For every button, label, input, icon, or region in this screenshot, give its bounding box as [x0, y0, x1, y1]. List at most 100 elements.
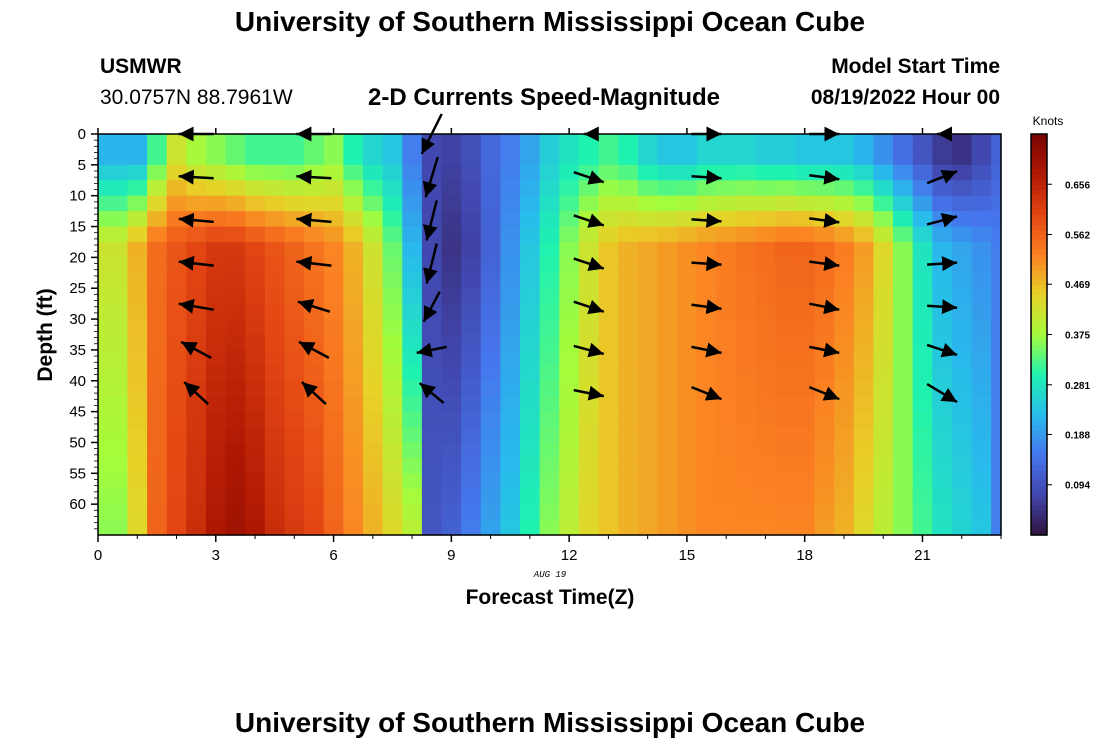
heatmap-cell: [186, 519, 207, 536]
heatmap-cell: [500, 457, 521, 474]
heatmap-cell: [559, 473, 580, 490]
heatmap-cell: [343, 396, 364, 413]
current-vector-arrow: [927, 299, 958, 315]
heatmap-cell: [696, 504, 717, 521]
heatmap-cell: [343, 473, 364, 490]
current-vector-arrow: [809, 256, 840, 272]
heatmap-cell: [559, 396, 580, 413]
heatmap-cell: [853, 519, 874, 536]
heatmap-cell: [98, 149, 129, 166]
heatmap-cell: [166, 149, 187, 166]
page-title: University of Southern Mississippi Ocean…: [234, 6, 866, 37]
heatmap-cell: [598, 241, 619, 258]
heatmap-cell: [618, 349, 639, 366]
heatmap-cell: [304, 442, 325, 459]
heatmap-cell: [127, 457, 148, 474]
heatmap-cell: [775, 288, 796, 305]
heatmap-cell: [559, 365, 580, 382]
heatmap-cell: [421, 488, 443, 505]
heatmap-cell: [284, 257, 305, 274]
heatmap-cell: [912, 272, 933, 289]
heatmap-cell: [539, 288, 560, 305]
heatmap-cell: [323, 396, 344, 413]
heatmap-cell: [755, 519, 776, 536]
heatmap-cell: [520, 457, 541, 474]
heatmap-cell: [343, 288, 364, 305]
heatmap-cell: [559, 334, 580, 351]
current-vector-arrow: [418, 382, 445, 405]
heatmap-cell: [127, 272, 148, 289]
heatmap-cell: [127, 411, 148, 428]
heatmap-cell: [578, 504, 600, 521]
current-vector-arrow: [809, 342, 840, 358]
heatmap-cell: [323, 149, 344, 166]
heatmap-cell: [893, 427, 914, 444]
heatmap-cell: [441, 257, 462, 274]
heatmap-cell: [205, 457, 227, 474]
heatmap-cell: [147, 180, 168, 197]
colorbar-segment: [1031, 224, 1047, 230]
heatmap-cell: [598, 380, 619, 397]
heatmap-cell: [205, 257, 227, 274]
heatmap-cell: [775, 488, 796, 505]
heatmap-cell: [539, 442, 560, 459]
heatmap-cell: [382, 504, 403, 521]
heatmap-cell: [677, 272, 698, 289]
heatmap-cell: [343, 303, 364, 320]
heatmap-cell: [735, 411, 757, 428]
heatmap-cell: [775, 365, 796, 382]
heatmap-cell: [834, 488, 855, 505]
heatmap-cell: [637, 427, 659, 444]
current-vector-arrow: [691, 299, 722, 315]
colorbar-segment: [1031, 199, 1047, 205]
heatmap-cell: [245, 319, 266, 336]
heatmap-cell: [755, 442, 776, 459]
x-tick-label: 3: [212, 547, 220, 564]
heatmap-cell: [284, 488, 305, 505]
heatmap-cell: [657, 241, 678, 258]
heatmap-cell: [98, 257, 129, 274]
heatmap-cell: [304, 349, 325, 366]
heatmap-cell: [480, 211, 502, 228]
heatmap-cell: [814, 488, 835, 505]
heatmap-cell: [343, 241, 364, 258]
heatmap-cell: [520, 488, 541, 505]
current-vector-arrow: [573, 170, 605, 185]
heatmap-cell: [559, 180, 580, 197]
heatmap-cell: [480, 134, 502, 151]
heatmap-cell: [912, 257, 933, 274]
heatmap-cell: [147, 380, 168, 397]
heatmap-cell: [893, 211, 914, 228]
heatmap-cell: [186, 473, 207, 490]
heatmap-cell: [873, 411, 894, 428]
heatmap-cell: [205, 241, 227, 258]
heatmap-cell: [402, 211, 423, 228]
heatmap-cell: [284, 396, 305, 413]
heatmap-cell: [363, 427, 384, 444]
heatmap-cell: [578, 396, 600, 413]
heatmap-cell: [363, 257, 384, 274]
heatmap-cell: [951, 303, 973, 320]
colorbar-segment: [1031, 444, 1047, 451]
heatmap-cell: [441, 164, 462, 181]
heatmap-cell: [559, 519, 580, 536]
colorbar-segment: [1031, 494, 1047, 501]
heatmap-cell: [971, 396, 992, 413]
heatmap-cell: [520, 473, 541, 490]
heatmap-cell: [735, 365, 757, 382]
heatmap-cell: [755, 457, 776, 474]
heatmap-cell: [480, 288, 502, 305]
heatmap-cell: [323, 334, 344, 351]
heatmap-cell: [186, 226, 207, 243]
heatmap-cell: [421, 226, 443, 243]
current-vectors: [178, 113, 958, 406]
heatmap-cell: [441, 396, 462, 413]
heatmap-cell: [637, 365, 659, 382]
heatmap-cell: [618, 195, 639, 212]
heatmap-cell: [363, 164, 384, 181]
heatmap-cell: [402, 365, 423, 382]
heatmap-cell: [98, 349, 129, 366]
heatmap-cell: [873, 457, 894, 474]
heatmap-cell: [991, 488, 1002, 505]
heatmap-cell: [441, 411, 462, 428]
